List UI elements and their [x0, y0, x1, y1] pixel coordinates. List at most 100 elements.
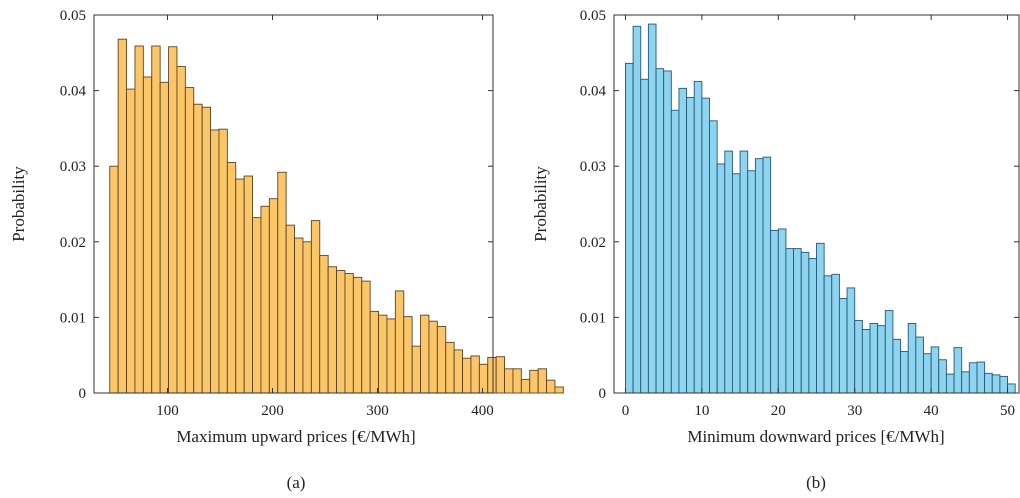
- panel-label: (a): [287, 473, 306, 492]
- histogram-bar: [411, 345, 421, 394]
- histogram-bar: [252, 217, 262, 394]
- histogram-bar: [520, 378, 531, 394]
- y-tick-label: 0.03: [580, 159, 606, 175]
- histogram-bar: [1007, 383, 1016, 394]
- histogram-bar: [117, 38, 128, 394]
- histogram-bar: [369, 310, 379, 394]
- histogram-bar: [504, 368, 514, 394]
- histogram-bar: [739, 150, 749, 394]
- histogram-bar: [462, 357, 472, 394]
- histogram-bar: [378, 314, 388, 394]
- x-tick-label: 50: [1000, 403, 1015, 419]
- panel-label: (b): [806, 473, 826, 492]
- histogram-bar: [420, 314, 430, 394]
- histogram-bar: [386, 318, 396, 394]
- histogram-bar: [663, 70, 672, 394]
- x-axis-label: Minimum downward prices [€/MWh]: [687, 427, 944, 446]
- y-tick-label: 0.01: [60, 310, 86, 326]
- histogram-bar: [762, 156, 772, 394]
- histogram-bar: [336, 270, 346, 394]
- histogram-bar: [126, 88, 136, 394]
- histogram-bar: [184, 87, 195, 394]
- histogram-bar: [907, 323, 917, 394]
- histogram-bar: [731, 173, 741, 394]
- histogram-bar: [968, 362, 978, 394]
- histogram-bar: [168, 46, 178, 394]
- histogram-bar: [625, 62, 634, 394]
- histogram-bar: [218, 128, 228, 394]
- histogram-bar: [869, 323, 879, 394]
- histogram-bar: [991, 374, 1001, 394]
- y-tick-label: 0.05: [580, 8, 606, 24]
- histogram-bar: [226, 161, 237, 394]
- histogram-bar: [487, 357, 497, 394]
- histogram-bar: [976, 361, 986, 394]
- y-tick-label: 0: [79, 386, 87, 402]
- histogram-bar: [655, 68, 665, 394]
- histogram-bar: [268, 198, 279, 394]
- histogram-bar: [716, 163, 726, 394]
- histogram-bar: [785, 248, 795, 394]
- histogram-bar: [159, 81, 169, 394]
- axes-box: [93, 14, 494, 394]
- histogram-bar: [945, 373, 955, 394]
- histogram-bar: [808, 257, 817, 394]
- y-tick-label: 0.01: [580, 310, 606, 326]
- histogram-bar: [984, 372, 993, 394]
- histogram-bar: [640, 78, 649, 394]
- x-tick-label: 30: [847, 403, 862, 419]
- y-tick-label: 0.04: [580, 84, 607, 100]
- histogram-bar: [831, 273, 840, 394]
- histogram-bar: [701, 97, 710, 394]
- histogram-bar: [647, 23, 657, 394]
- y-tick-label: 0.04: [60, 84, 87, 100]
- histogram-bar: [436, 326, 447, 394]
- histogram-bar: [999, 375, 1008, 394]
- histogram-bar: [302, 241, 312, 394]
- histogram-bar: [453, 349, 463, 394]
- histogram-bar: [294, 237, 304, 394]
- histogram-bar: [285, 224, 295, 394]
- histogram-bar: [142, 76, 153, 394]
- histogram-bar: [554, 386, 564, 394]
- histogram-bar: [632, 25, 642, 394]
- histogram-bar: [923, 353, 932, 394]
- histogram-bar: [537, 368, 548, 394]
- histogram-bar: [201, 106, 211, 394]
- histogram-bar: [724, 150, 733, 394]
- histogram-bar: [235, 178, 245, 394]
- histogram-bar: [151, 45, 161, 394]
- y-tick-label: 0.02: [60, 235, 86, 251]
- axes-box: [613, 14, 1020, 394]
- y-tick-label: 0.03: [60, 159, 86, 175]
- histogram-bar: [394, 290, 405, 394]
- histogram-bar: [344, 273, 354, 394]
- histogram-bar: [861, 329, 871, 394]
- histogram-bar: [770, 230, 779, 394]
- histogram-bar: [243, 175, 253, 394]
- histogram-bar: [961, 371, 970, 394]
- histogram-bar: [546, 379, 556, 394]
- x-tick-label: 40: [924, 403, 939, 419]
- histogram-bar: [310, 220, 321, 394]
- x-tick-label: 100: [156, 403, 179, 419]
- histogram-bar: [210, 129, 220, 394]
- histogram-bar: [892, 338, 902, 394]
- y-tick-label: 0.05: [60, 8, 86, 24]
- histogram-bar: [884, 310, 894, 394]
- histogram-bar: [260, 205, 270, 394]
- histogram-bar: [277, 171, 287, 394]
- histogram-bar: [693, 81, 703, 394]
- histogram-bar: [176, 65, 186, 394]
- histogram-bar: [900, 350, 909, 394]
- histogram-bar: [445, 341, 455, 394]
- histogram-bar: [109, 165, 119, 394]
- histogram-bar: [854, 319, 863, 394]
- histogram-bar: [478, 363, 489, 394]
- x-axis-label: Maximum upward prices [€/MWh]: [176, 427, 415, 446]
- histogram-bar: [816, 242, 825, 394]
- histogram-bar: [686, 96, 695, 394]
- x-tick-label: 0: [622, 403, 630, 419]
- histogram-bar: [800, 251, 810, 394]
